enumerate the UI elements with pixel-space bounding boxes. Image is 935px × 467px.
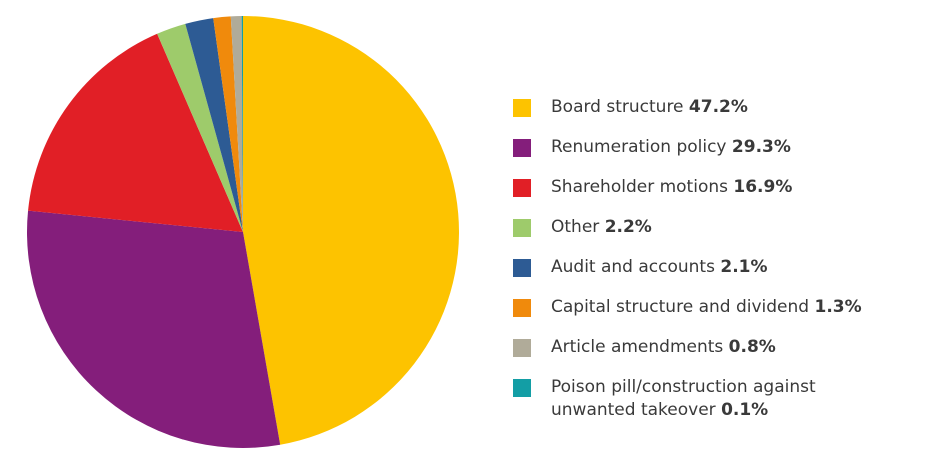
legend-value: 0.1% bbox=[721, 400, 769, 420]
legend-value: 2.1% bbox=[720, 257, 768, 277]
pie-slice bbox=[185, 18, 243, 232]
legend-swatch bbox=[513, 139, 531, 157]
legend-value: 0.8% bbox=[728, 337, 776, 357]
pie-slice bbox=[230, 16, 243, 232]
pie-slice bbox=[213, 16, 243, 232]
legend-item: Capital structure and dividend 1.3% bbox=[513, 296, 871, 319]
legend-label: Shareholder motions bbox=[551, 177, 728, 197]
legend-label: Capital structure and dividend bbox=[551, 297, 810, 317]
pie-slice bbox=[26, 210, 281, 448]
legend-value: 16.9% bbox=[733, 177, 793, 197]
legend-label: Poison pill/construction against unwante… bbox=[551, 377, 816, 420]
legend-label: Other bbox=[551, 217, 600, 237]
legend-swatch bbox=[513, 219, 531, 237]
legend-value: 1.3% bbox=[814, 297, 862, 317]
pie-slice bbox=[243, 16, 460, 445]
legend-value: 29.3% bbox=[731, 137, 791, 157]
legend-label: Renumeration policy bbox=[551, 137, 727, 157]
legend: Board structure 47.2% Renumeration policy… bbox=[513, 96, 923, 439]
legend-label: Audit and accounts bbox=[551, 257, 715, 277]
legend-value: 47.2% bbox=[688, 97, 748, 117]
legend-swatch bbox=[513, 99, 531, 117]
legend-item: Shareholder motions 16.9% bbox=[513, 176, 871, 199]
legend-item: Article amendments 0.8% bbox=[513, 336, 871, 359]
legend-item: Board structure 47.2% bbox=[513, 96, 871, 119]
legend-label: Article amendments bbox=[551, 337, 724, 357]
legend-swatch bbox=[513, 339, 531, 357]
pie-slice bbox=[241, 16, 243, 232]
legend-item: Audit and accounts 2.1% bbox=[513, 256, 871, 279]
legend-item: Renumeration policy 29.3% bbox=[513, 136, 871, 159]
pie-slice bbox=[28, 33, 243, 233]
legend-swatch bbox=[513, 299, 531, 317]
legend-swatch bbox=[513, 259, 531, 277]
legend-value: 2.2% bbox=[604, 217, 652, 237]
legend-swatch bbox=[513, 379, 531, 397]
pie-chart bbox=[26, 16, 460, 448]
legend-item: Poison pill/construction against unwante… bbox=[513, 376, 871, 422]
pie-slice bbox=[157, 23, 243, 232]
legend-swatch bbox=[513, 179, 531, 197]
legend-label: Board structure bbox=[551, 97, 684, 117]
legend-item: Other 2.2% bbox=[513, 216, 871, 239]
